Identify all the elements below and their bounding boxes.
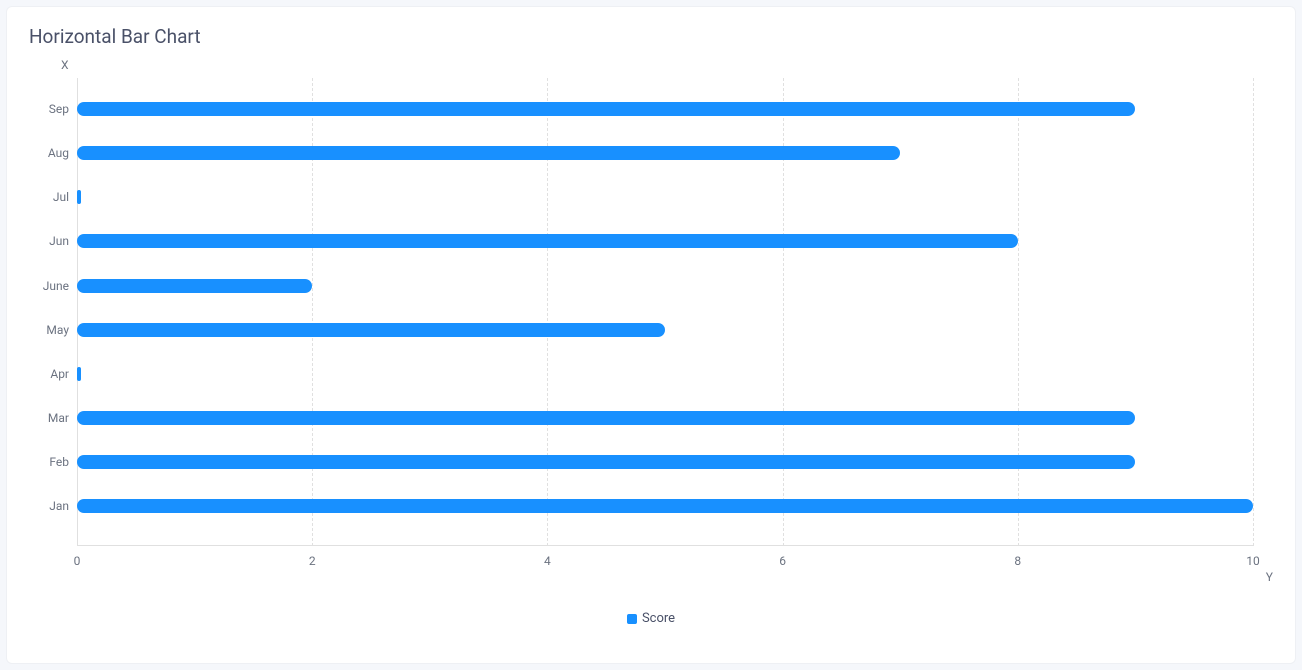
category-label: Apr: [29, 367, 69, 381]
category-label: Jan: [29, 499, 69, 513]
x-tick-label: 6: [779, 554, 786, 568]
x-axis-line: [77, 545, 1253, 546]
x-tick-label: 2: [309, 554, 316, 568]
chart-title: Horizontal Bar Chart: [29, 25, 1273, 48]
chart-card: Horizontal Bar Chart X Y Score 0 2 4 6 8 10 Se…: [6, 6, 1296, 664]
x-tick-label: 0: [74, 554, 81, 568]
bar: [77, 234, 1018, 248]
plot-region: [77, 78, 1253, 546]
x-tick-label: 10: [1246, 554, 1260, 568]
legend-swatch: [627, 614, 637, 624]
chart-area: X Y Score 0 2 4 6 8 10 Sep Aug Jul Jun June May Apr M…: [29, 58, 1273, 628]
legend: Score: [29, 611, 1273, 626]
category-label: Feb: [29, 455, 69, 469]
bar: [77, 279, 312, 293]
bar: [77, 367, 81, 381]
category-label: June: [29, 279, 69, 293]
category-label: Mar: [29, 411, 69, 425]
bar: [77, 190, 81, 204]
x-tick-label: 4: [544, 554, 551, 568]
gridline: [1018, 78, 1019, 546]
category-label: Sep: [29, 102, 69, 116]
gridline: [1253, 78, 1254, 546]
category-label: Jul: [29, 190, 69, 204]
x-axis-title: Y: [1266, 570, 1273, 584]
bar: [77, 102, 1135, 116]
bar: [77, 499, 1253, 513]
x-tick-label: 8: [1014, 554, 1021, 568]
y-axis-title: X: [61, 58, 69, 72]
bar: [77, 411, 1135, 425]
category-label: Aug: [29, 146, 69, 160]
category-label: May: [29, 323, 69, 337]
legend-label: Score: [642, 611, 675, 626]
bar: [77, 323, 665, 337]
bar: [77, 146, 900, 160]
bar: [77, 455, 1135, 469]
category-label: Jun: [29, 234, 69, 248]
